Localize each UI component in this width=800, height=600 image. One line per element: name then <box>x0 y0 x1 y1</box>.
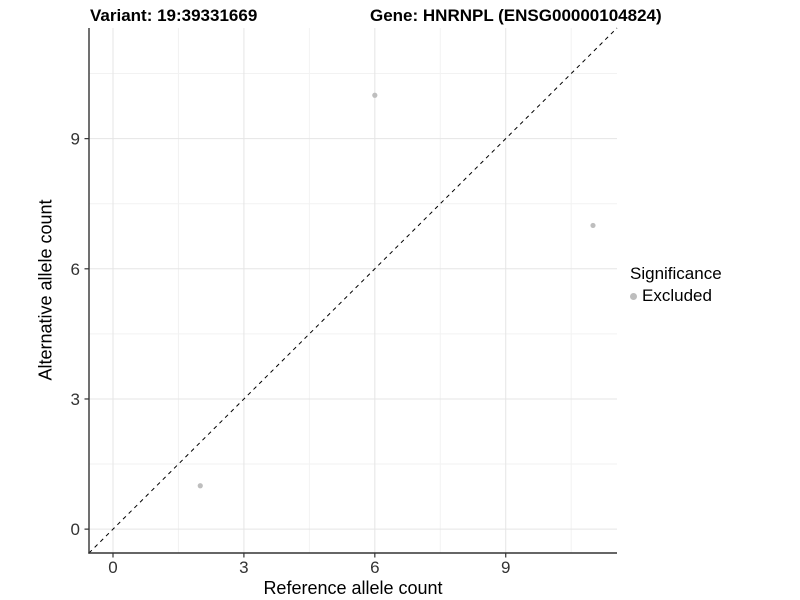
data-point <box>372 92 378 98</box>
y-tick-label: 9 <box>71 130 80 149</box>
x-tick-label: 0 <box>108 558 117 577</box>
y-tick-label: 3 <box>71 390 80 409</box>
y-tick-label: 0 <box>71 520 80 539</box>
y-axis-title: Alternative allele count <box>35 199 56 381</box>
data-point <box>197 483 203 489</box>
x-tick-label: 9 <box>501 558 510 577</box>
variant-title: Variant: 19:39331669 <box>90 6 258 25</box>
x-tick-label: 3 <box>239 558 248 577</box>
legend-title: Significance <box>630 264 722 283</box>
x-axis-title: Reference allele count <box>263 578 443 598</box>
legend-point-icon <box>630 292 637 300</box>
legend: Significance Excluded <box>630 264 722 306</box>
legend-item: Excluded <box>630 286 722 306</box>
y-tick-label: 6 <box>71 260 80 279</box>
data-point <box>590 222 596 229</box>
identity-dashed-line <box>88 27 618 554</box>
legend-item-label: Excluded <box>642 286 712 305</box>
x-tick-label: 6 <box>370 558 379 577</box>
gene-title: Gene: HNRNPL (ENSG00000104824) <box>370 6 662 25</box>
